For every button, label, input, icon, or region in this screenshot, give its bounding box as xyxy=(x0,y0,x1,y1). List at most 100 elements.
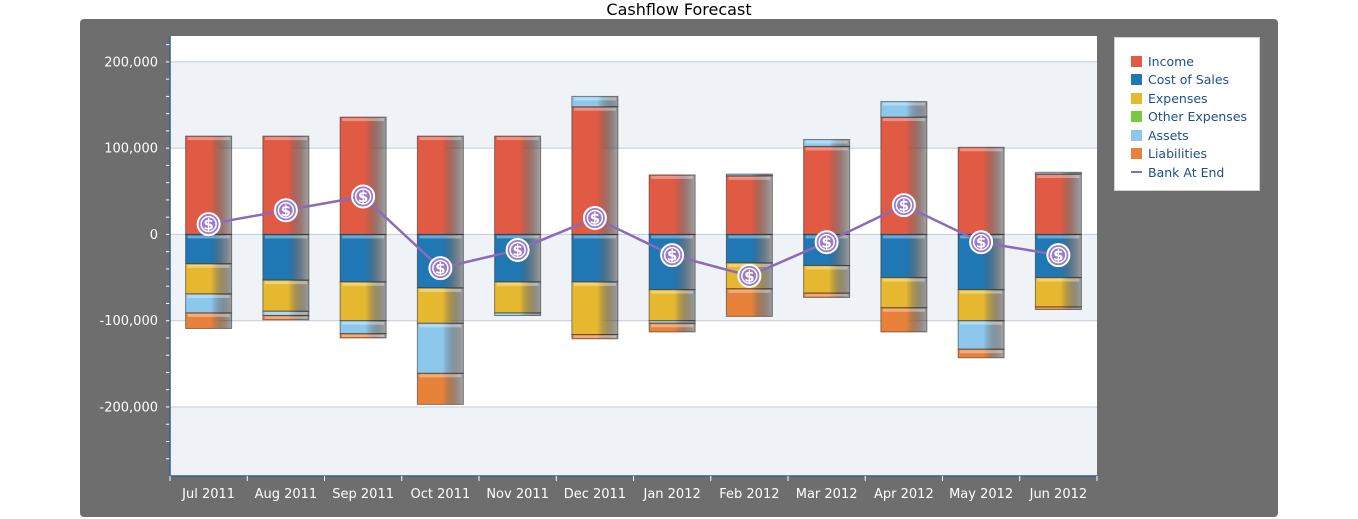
bar-income xyxy=(416,135,464,235)
bar-assets xyxy=(725,173,773,177)
bar-highlight xyxy=(187,264,230,268)
bank-marker-icon: $ xyxy=(273,198,298,223)
svg-text:$: $ xyxy=(899,197,909,215)
grid-band xyxy=(170,406,1097,476)
bar-expenses xyxy=(957,289,1005,322)
bar-highlight xyxy=(419,137,462,141)
bank-marker-icon: $ xyxy=(505,237,530,262)
bar-highlight xyxy=(960,148,1003,152)
x-tick-label: Jan 2012 xyxy=(642,487,700,502)
svg-text:$: $ xyxy=(976,234,986,252)
bar-highlight xyxy=(1037,307,1080,309)
bar-expenses xyxy=(648,289,696,322)
bank-marker-icon: $ xyxy=(196,212,221,237)
y-tick-label: 200,000 xyxy=(104,55,158,70)
bar-highlight xyxy=(651,321,694,323)
bank-marker-icon: $ xyxy=(891,193,916,218)
bar-highlight xyxy=(882,235,925,239)
svg-text:$: $ xyxy=(203,216,213,234)
bar-highlight xyxy=(960,350,1003,354)
y-tick-label: 100,000 xyxy=(104,142,158,157)
bar-expenses xyxy=(803,264,851,294)
bar-highlight xyxy=(419,235,462,239)
bar-highlight xyxy=(805,294,848,297)
bar-highlight xyxy=(1037,175,1080,179)
bank-marker-icon: $ xyxy=(351,184,376,209)
bar-expenses xyxy=(571,281,619,336)
legend-swatch xyxy=(1131,111,1142,123)
legend-swatch xyxy=(1131,55,1142,67)
bar-highlight xyxy=(960,321,1003,325)
bar-income xyxy=(725,175,773,235)
bar-highlight xyxy=(187,137,230,141)
legend-swatch xyxy=(1131,74,1142,86)
legend-label: Assets xyxy=(1148,127,1189,143)
y-tick-label: 0 xyxy=(150,228,158,243)
bar-highlight xyxy=(573,97,616,101)
bar-highlight xyxy=(882,278,925,282)
bar-cost-of-sales xyxy=(262,233,310,281)
legend-label: Bank At End xyxy=(1148,164,1225,180)
chart-legend: Income Cost of Sales Expenses Other Expense… xyxy=(1114,37,1260,191)
bar-assets xyxy=(1034,171,1082,175)
legend-item-other-expenses: Other Expenses xyxy=(1131,108,1259,127)
bar-cost-of-sales xyxy=(339,233,387,283)
x-tick-label: May 2012 xyxy=(949,487,1013,502)
bar-expenses xyxy=(1034,277,1082,308)
bar-liabilities xyxy=(803,292,851,298)
bar-highlight xyxy=(651,290,694,294)
x-tick-label: Apr 2012 xyxy=(874,487,934,502)
bar-highlight xyxy=(960,290,1003,294)
bar-expenses xyxy=(262,279,310,312)
bank-marker-icon: $ xyxy=(737,263,762,288)
bar-highlight xyxy=(651,235,694,239)
bar-liabilities xyxy=(957,348,1005,359)
bar-highlight xyxy=(882,102,925,106)
bar-income xyxy=(648,174,696,235)
x-tick-label: Oct 2011 xyxy=(411,487,471,502)
bar-highlight xyxy=(496,313,539,315)
bar-highlight xyxy=(342,321,385,325)
svg-text:$: $ xyxy=(281,202,291,220)
bar-highlight xyxy=(419,324,462,328)
bar-highlight xyxy=(805,140,848,144)
bar-highlight xyxy=(805,266,848,270)
bar-highlight xyxy=(264,316,307,319)
svg-text:$: $ xyxy=(667,247,677,265)
x-tick-label: Sep 2011 xyxy=(332,487,394,502)
x-tick-label: Mar 2012 xyxy=(796,487,858,502)
legend-swatch xyxy=(1131,129,1142,141)
legend-item-expenses: Expenses xyxy=(1131,89,1259,108)
bar-expenses xyxy=(494,281,542,314)
x-tick-label: Aug 2011 xyxy=(255,487,318,502)
bar-highlight xyxy=(187,294,230,298)
x-tick-label: Dec 2011 xyxy=(564,487,626,502)
bar-highlight xyxy=(882,118,925,122)
bar-income xyxy=(1034,173,1082,235)
bar-highlight xyxy=(496,282,539,286)
svg-text:$: $ xyxy=(435,260,445,278)
y-tick-label: -200,000 xyxy=(100,400,158,415)
bar-highlight xyxy=(419,288,462,292)
bar-liabilities xyxy=(571,334,619,340)
bar-highlight xyxy=(264,312,307,315)
x-tick-label: Jul 2011 xyxy=(181,487,235,502)
legend-label: Other Expenses xyxy=(1148,109,1248,125)
bar-cost-of-sales xyxy=(571,233,619,283)
bar-highlight xyxy=(1037,278,1080,282)
bar-highlight xyxy=(882,308,925,312)
bar-liabilities xyxy=(185,312,233,329)
bar-liabilities xyxy=(262,315,310,321)
svg-text:$: $ xyxy=(512,241,522,259)
bar-highlight xyxy=(573,107,616,111)
bank-marker-icon: $ xyxy=(969,230,994,255)
bar-highlight xyxy=(187,235,230,239)
legend-swatch xyxy=(1131,92,1142,104)
grid-band xyxy=(170,61,1097,149)
x-tick-label: Nov 2011 xyxy=(486,487,549,502)
bar-highlight xyxy=(728,176,771,180)
legend-label: Income xyxy=(1148,53,1194,69)
grid-band xyxy=(170,234,1097,321)
bar-highlight xyxy=(342,235,385,239)
